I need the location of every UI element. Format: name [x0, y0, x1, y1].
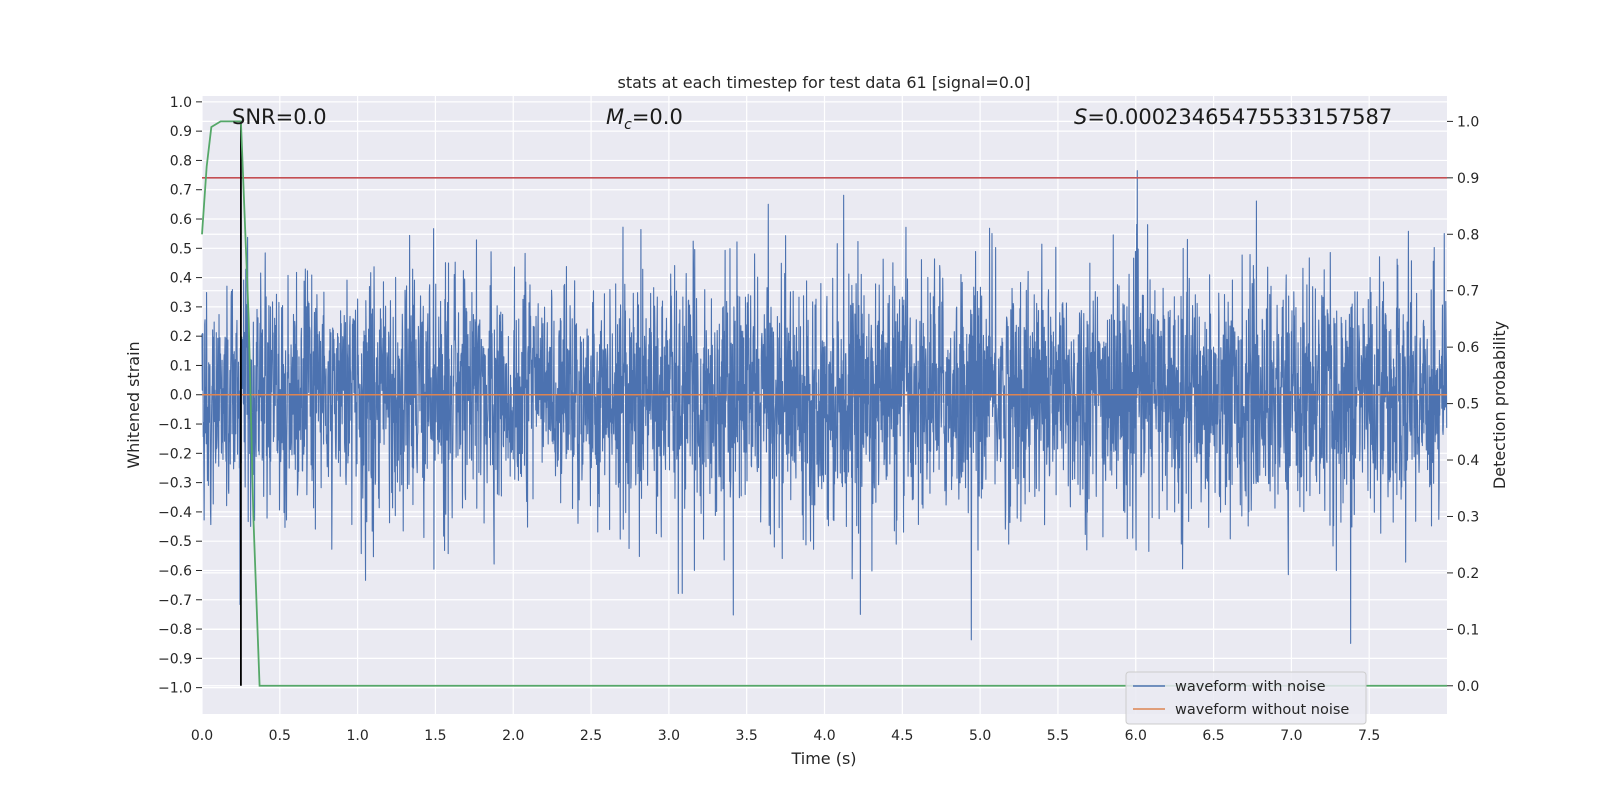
x-tick-label: 7.0	[1280, 728, 1302, 744]
y-tick-label: 0.8	[170, 153, 192, 169]
y2-axis-label: Detection probability	[1490, 321, 1509, 489]
snr-annotation: SNR=0.0	[232, 105, 327, 129]
y-axis-right: 1.0 0.9 0.8 0.7 0.6 0.5 0.4 0.3 0.2 0.1 0.0	[1447, 114, 1479, 695]
x-axis: 0.0 0.5 1.0 1.5 2.0 2.5 3.0 3.5 4.0 4.5 5.0 5.5 6.0 6…	[191, 728, 1380, 744]
y-axis-label: Whitened strain	[124, 341, 143, 468]
y-tick-label: −0.1	[158, 417, 192, 433]
x-tick-label: 3.0	[658, 728, 680, 744]
y-tick-label: −0.9	[158, 651, 192, 667]
chirp-mass-value: =0.0	[632, 105, 683, 129]
x-axis-label: Time (s)	[790, 749, 856, 768]
y2-tick-label: 0.3	[1457, 509, 1479, 525]
legend-label-waveform-without-noise: waveform without noise	[1175, 702, 1349, 718]
legend-label-waveform-with-noise: waveform with noise	[1175, 679, 1326, 695]
x-tick-label: 6.0	[1125, 728, 1147, 744]
y2-tick-label: 0.0	[1457, 679, 1479, 695]
x-tick-label: 1.5	[424, 728, 446, 744]
overlay-lines	[201, 120, 1447, 687]
x-tick-label: 2.5	[580, 728, 602, 744]
s-symbol: S	[1074, 105, 1087, 129]
y2-tick-label: 1.0	[1457, 114, 1479, 130]
x-tick-label: 2.0	[502, 728, 524, 744]
x-tick-label: 4.0	[813, 728, 835, 744]
x-tick-label: 1.0	[346, 728, 368, 744]
y-tick-label: −0.5	[158, 534, 192, 550]
waveform-with-noise-line	[201, 170, 1448, 644]
y-tick-label: 0.2	[170, 329, 192, 345]
y-tick-label: 0.5	[170, 241, 192, 257]
y-tick-label: 1.0	[170, 95, 192, 111]
y-tick-label: 0.9	[170, 124, 192, 140]
x-tick-label: 7.5	[1358, 728, 1380, 744]
chirp-mass-annotation: Mc=0.0	[606, 105, 683, 133]
y2-tick-label: 0.7	[1457, 284, 1479, 300]
s-annotation: S=0.0002346547553315758​7	[1074, 105, 1392, 129]
chart-title: stats at each timestep for test data 61 …	[618, 73, 1031, 92]
y-tick-label: 0.4	[170, 271, 192, 287]
series-waveform-with-noise	[201, 170, 1448, 644]
legend-box	[1125, 671, 1367, 725]
y-tick-label: 0.7	[170, 183, 192, 199]
y-tick-label: −0.6	[158, 563, 192, 579]
x-tick-label: 0.0	[191, 728, 213, 744]
y2-tick-label: 0.8	[1457, 227, 1479, 243]
y-axis-left: 1.0 0.9 0.8 0.7 0.6 0.5 0.4 0.3 0.2 0.1 0.0 −0.1 −0.…	[158, 95, 202, 697]
y-tick-label: 0.0	[170, 388, 192, 404]
x-tick-label: 4.5	[891, 728, 913, 744]
y2-tick-label: 0.4	[1457, 453, 1479, 469]
y-tick-label: −0.7	[158, 593, 192, 609]
x-tick-label: 6.5	[1202, 728, 1224, 744]
chirp-mass-subscript: c	[624, 117, 632, 133]
y-tick-label: −0.3	[158, 476, 192, 492]
y2-tick-label: 0.2	[1457, 566, 1479, 582]
y-tick-label: −0.4	[158, 505, 192, 521]
y-tick-label: −0.2	[158, 446, 192, 462]
detection-probability-line	[201, 120, 1447, 687]
x-tick-label: 5.5	[1047, 728, 1069, 744]
x-tick-label: 0.5	[269, 728, 291, 744]
y2-tick-label: 0.9	[1457, 171, 1479, 187]
chirp-mass-symbol: M	[606, 105, 624, 129]
x-tick-label: 3.5	[736, 728, 758, 744]
y2-tick-label: 0.5	[1457, 397, 1479, 413]
y-tick-label: −0.8	[158, 622, 192, 638]
x-tick-label: 5.0	[969, 728, 991, 744]
y-tick-label: −1.0	[158, 681, 192, 697]
y2-tick-label: 0.6	[1457, 340, 1479, 356]
y2-tick-label: 0.1	[1457, 622, 1479, 638]
y-tick-label: 0.6	[170, 212, 192, 228]
s-value: =0.0002346547553315758​7	[1087, 105, 1392, 129]
y-tick-label: 0.3	[170, 300, 192, 316]
legend: waveform with noise waveform without noi…	[1125, 671, 1367, 725]
y-tick-label: 0.1	[170, 358, 192, 374]
